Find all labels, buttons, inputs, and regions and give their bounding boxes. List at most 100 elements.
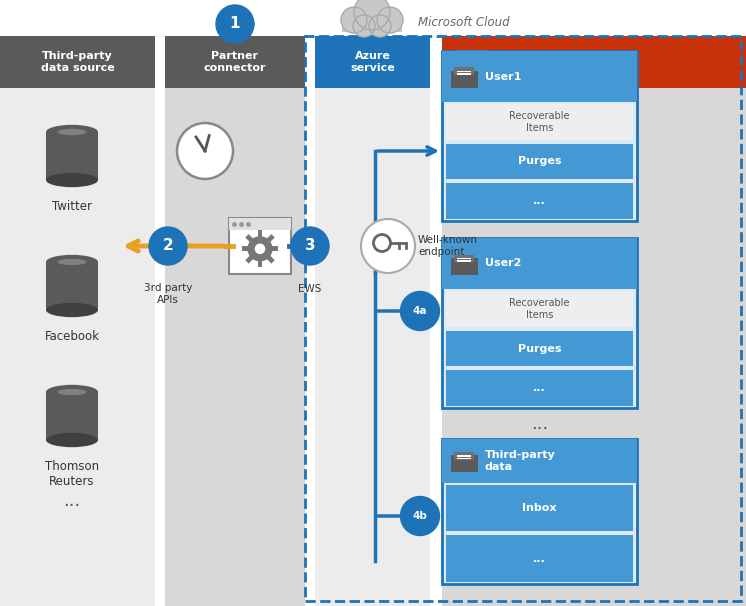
Ellipse shape	[46, 385, 98, 399]
Text: Well-known
endpoint: Well-known endpoint	[418, 235, 478, 257]
Text: ...: ...	[63, 492, 81, 510]
FancyBboxPatch shape	[446, 291, 633, 327]
Text: Recoverable
Items: Recoverable Items	[510, 111, 570, 133]
FancyBboxPatch shape	[442, 36, 746, 88]
Text: 1: 1	[230, 16, 240, 32]
Text: 3rd party
APIs: 3rd party APIs	[144, 283, 192, 305]
Text: Third-party
data source: Third-party data source	[40, 51, 114, 73]
Text: 4b: 4b	[413, 511, 427, 521]
Ellipse shape	[46, 125, 98, 139]
FancyBboxPatch shape	[459, 52, 470, 63]
Circle shape	[254, 244, 266, 254]
Text: ...: ...	[533, 196, 546, 206]
FancyBboxPatch shape	[446, 485, 633, 531]
FancyBboxPatch shape	[446, 370, 633, 406]
Text: Third-party
data: Third-party data	[485, 450, 556, 471]
Text: 3: 3	[304, 239, 316, 253]
Circle shape	[361, 219, 415, 273]
FancyBboxPatch shape	[342, 14, 402, 32]
FancyBboxPatch shape	[446, 144, 633, 179]
FancyBboxPatch shape	[454, 255, 474, 262]
FancyBboxPatch shape	[454, 67, 474, 75]
Ellipse shape	[57, 259, 87, 265]
FancyBboxPatch shape	[451, 455, 477, 472]
Text: Purges: Purges	[518, 156, 561, 167]
Text: ...: ...	[533, 554, 546, 564]
FancyBboxPatch shape	[0, 36, 155, 88]
Text: Microsoft Cloud: Microsoft Cloud	[418, 16, 510, 28]
Circle shape	[354, 0, 390, 30]
Text: Azure
service: Azure service	[350, 51, 395, 73]
FancyBboxPatch shape	[457, 458, 471, 459]
Circle shape	[248, 236, 272, 261]
FancyBboxPatch shape	[472, 52, 483, 63]
FancyBboxPatch shape	[46, 132, 98, 180]
Circle shape	[177, 123, 233, 179]
FancyBboxPatch shape	[442, 238, 637, 289]
Ellipse shape	[46, 255, 98, 269]
Polygon shape	[266, 234, 275, 242]
Ellipse shape	[57, 129, 87, 135]
FancyBboxPatch shape	[457, 455, 471, 457]
FancyBboxPatch shape	[0, 36, 155, 606]
Ellipse shape	[46, 303, 98, 317]
FancyBboxPatch shape	[446, 104, 633, 139]
Circle shape	[401, 291, 439, 330]
Text: Recoverable
Items: Recoverable Items	[510, 298, 570, 319]
FancyBboxPatch shape	[457, 50, 487, 76]
Text: Twitter: Twitter	[52, 200, 92, 213]
FancyBboxPatch shape	[454, 451, 474, 459]
Text: ...: ...	[531, 415, 548, 433]
FancyBboxPatch shape	[229, 218, 291, 274]
Circle shape	[291, 227, 329, 265]
Circle shape	[149, 227, 187, 265]
Text: EWS: EWS	[298, 284, 322, 294]
FancyBboxPatch shape	[442, 36, 746, 606]
Ellipse shape	[46, 433, 98, 447]
Ellipse shape	[57, 389, 87, 395]
Polygon shape	[245, 255, 254, 264]
Text: 4a: 4a	[413, 306, 427, 316]
Circle shape	[401, 496, 439, 536]
FancyBboxPatch shape	[457, 258, 471, 259]
Circle shape	[369, 15, 391, 37]
Circle shape	[341, 7, 367, 33]
FancyBboxPatch shape	[451, 71, 477, 88]
Text: ...: ...	[533, 383, 546, 393]
FancyBboxPatch shape	[446, 535, 633, 582]
Circle shape	[377, 7, 403, 33]
Polygon shape	[257, 261, 263, 267]
Circle shape	[353, 15, 375, 37]
Text: User1: User1	[485, 72, 521, 81]
FancyBboxPatch shape	[46, 262, 98, 310]
Text: Partner
connector: Partner connector	[204, 51, 266, 73]
FancyBboxPatch shape	[446, 184, 633, 219]
FancyBboxPatch shape	[457, 71, 471, 73]
Polygon shape	[272, 247, 278, 251]
FancyBboxPatch shape	[229, 218, 291, 230]
FancyBboxPatch shape	[442, 439, 637, 584]
FancyBboxPatch shape	[442, 439, 637, 482]
FancyBboxPatch shape	[459, 63, 470, 74]
FancyBboxPatch shape	[472, 63, 483, 74]
Text: Inbox: Inbox	[522, 503, 557, 513]
Polygon shape	[242, 247, 248, 251]
Text: Office 365: Office 365	[483, 55, 567, 70]
Circle shape	[216, 5, 254, 43]
Text: Facebook: Facebook	[45, 330, 99, 343]
FancyBboxPatch shape	[446, 331, 633, 367]
FancyBboxPatch shape	[457, 261, 471, 262]
FancyBboxPatch shape	[165, 36, 305, 606]
FancyBboxPatch shape	[165, 36, 305, 88]
FancyBboxPatch shape	[442, 51, 637, 102]
Text: User2: User2	[485, 259, 521, 268]
FancyBboxPatch shape	[457, 73, 471, 75]
Text: Thomson
Reuters: Thomson Reuters	[45, 460, 99, 488]
FancyBboxPatch shape	[315, 36, 430, 88]
FancyBboxPatch shape	[46, 392, 98, 440]
Ellipse shape	[46, 173, 98, 187]
Text: 2: 2	[163, 239, 173, 253]
Text: Purges: Purges	[518, 344, 561, 353]
Polygon shape	[257, 230, 263, 238]
Polygon shape	[266, 255, 275, 264]
